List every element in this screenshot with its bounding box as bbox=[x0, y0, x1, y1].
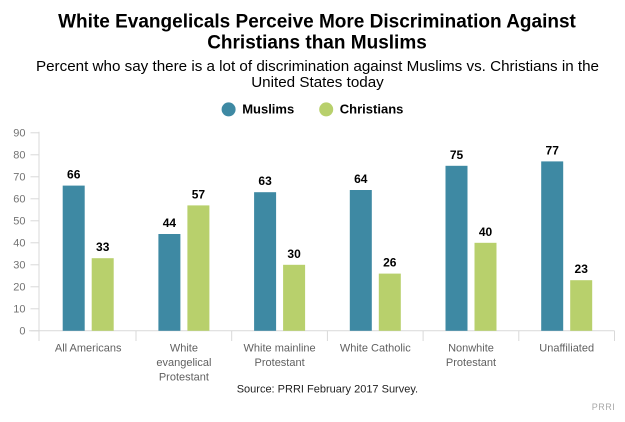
svg-text:60: 60 bbox=[13, 194, 25, 206]
svg-text:Nonwhite: Nonwhite bbox=[448, 342, 494, 354]
svg-text:Christians: Christians bbox=[340, 101, 404, 116]
svg-text:White Evangelicals Perceive Mo: White Evangelicals Perceive More Discrim… bbox=[58, 12, 576, 33]
svg-text:90: 90 bbox=[13, 128, 25, 140]
svg-text:PRRI: PRRI bbox=[592, 402, 616, 412]
svg-text:33: 33 bbox=[96, 240, 110, 254]
svg-text:64: 64 bbox=[354, 172, 368, 186]
svg-text:Source: PRRI February 2017 Sur: Source: PRRI February 2017 Survey. bbox=[237, 384, 418, 396]
svg-text:White mainline: White mainline bbox=[244, 342, 316, 354]
svg-text:44: 44 bbox=[163, 216, 177, 230]
svg-text:30: 30 bbox=[13, 260, 25, 272]
svg-text:Muslims: Muslims bbox=[242, 101, 294, 116]
svg-text:26: 26 bbox=[383, 256, 397, 270]
svg-text:50: 50 bbox=[13, 216, 25, 228]
svg-text:White: White bbox=[170, 342, 198, 354]
svg-text:Christians than Muslims: Christians than Muslims bbox=[207, 33, 427, 54]
svg-text:Unaffiliated: Unaffiliated bbox=[539, 342, 594, 354]
svg-text:63: 63 bbox=[258, 174, 272, 188]
svg-text:66: 66 bbox=[67, 168, 81, 182]
svg-text:Percent who say there is a lot: Percent who say there is a lot of discri… bbox=[36, 58, 599, 75]
svg-text:All Americans: All Americans bbox=[55, 342, 122, 354]
svg-text:23: 23 bbox=[575, 262, 589, 276]
svg-text:0: 0 bbox=[19, 326, 25, 338]
svg-text:Protestant: Protestant bbox=[255, 357, 305, 369]
svg-text:Protestant: Protestant bbox=[446, 357, 496, 369]
svg-text:10: 10 bbox=[13, 304, 25, 316]
svg-text:evangelical: evangelical bbox=[156, 357, 211, 369]
svg-text:70: 70 bbox=[13, 172, 25, 184]
svg-text:80: 80 bbox=[13, 150, 25, 162]
svg-text:Protestant: Protestant bbox=[159, 372, 209, 384]
svg-text:White Catholic: White Catholic bbox=[340, 342, 411, 354]
svg-text:30: 30 bbox=[287, 247, 301, 261]
svg-text:75: 75 bbox=[450, 148, 464, 162]
svg-text:77: 77 bbox=[546, 143, 560, 157]
svg-text:40: 40 bbox=[479, 225, 493, 239]
svg-text:20: 20 bbox=[13, 282, 25, 294]
svg-text:57: 57 bbox=[192, 187, 206, 201]
svg-text:40: 40 bbox=[13, 238, 25, 250]
svg-text:United States today: United States today bbox=[251, 74, 384, 91]
